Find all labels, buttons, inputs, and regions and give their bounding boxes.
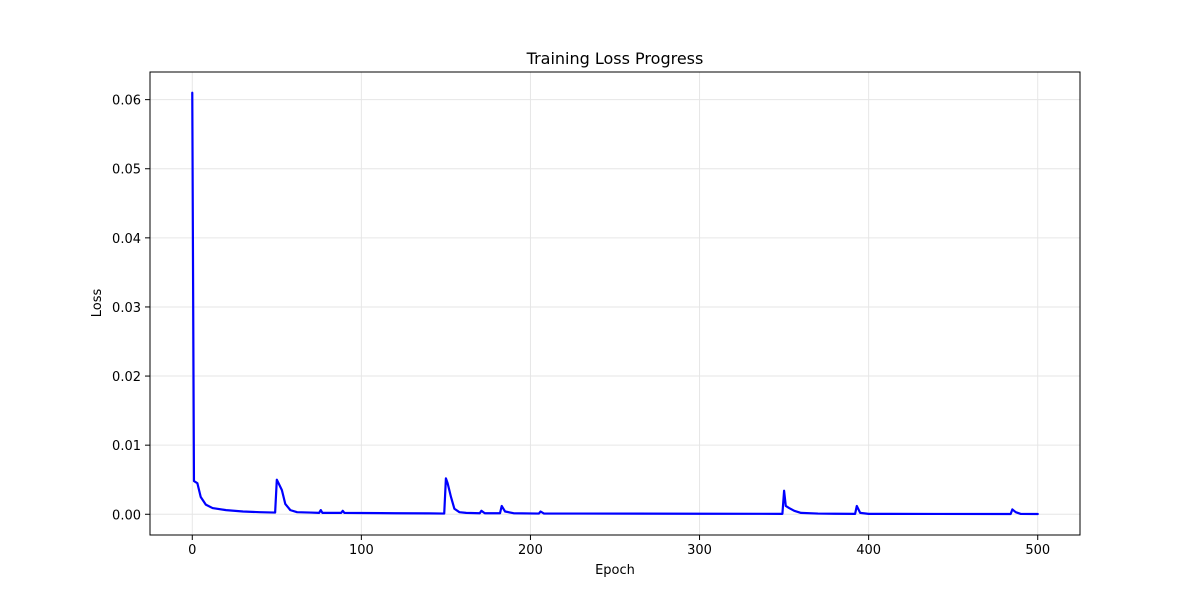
- x-tick-label: 300: [687, 543, 712, 558]
- y-tick-label: 0.02: [112, 370, 141, 385]
- y-axis-label: Loss: [90, 289, 105, 318]
- chart-title: Training Loss Progress: [526, 49, 704, 68]
- y-tick-label: 0.06: [112, 94, 141, 109]
- y-tick-label: 0.03: [112, 301, 141, 316]
- axis-ticks: 0 100 200 300 400 500 0.00 0.01 0.02 0.03 0.04 0.05…: [112, 94, 1050, 558]
- x-axis-label: Epoch: [595, 563, 635, 578]
- axes-frame: [149, 71, 1081, 536]
- x-tick-label: 400: [856, 543, 881, 558]
- y-tick-label: 0.01: [112, 439, 141, 454]
- loss-series-line: [191, 91, 1039, 516]
- x-tick-label: 200: [518, 543, 543, 558]
- y-tick-label: 0.05: [112, 163, 141, 178]
- series-layer: [191, 91, 1039, 516]
- x-tick-label: 500: [1025, 543, 1050, 558]
- x-tick-label: 100: [349, 543, 374, 558]
- grid-lines: [150, 72, 1080, 535]
- y-tick-label: 0.04: [112, 232, 141, 247]
- x-tick-label: 0: [188, 543, 196, 558]
- y-tick-label: 0.00: [112, 508, 141, 523]
